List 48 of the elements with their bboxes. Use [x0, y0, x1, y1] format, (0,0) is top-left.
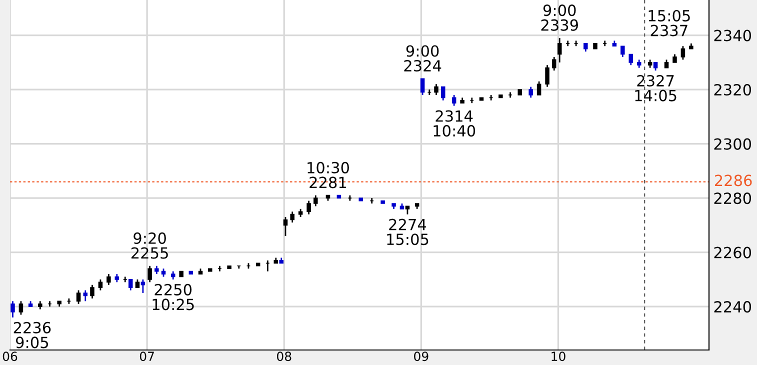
- candlestick: [283, 216, 288, 237]
- candlestick: [90, 284, 94, 300]
- candlestick: [420, 78, 425, 96]
- annotation: 2236 9:05: [14, 322, 51, 348]
- annotation: 2314 10:40: [434, 110, 476, 137]
- x-tick-label: 06: [2, 352, 18, 362]
- x-tick-label: 07: [140, 352, 154, 362]
- candlestick: [440, 86, 446, 102]
- annotation: 10:30 2281: [308, 162, 349, 188]
- candlestick: [306, 200, 311, 216]
- x-tick-label: 08: [276, 352, 292, 362]
- candlestick: [98, 278, 103, 292]
- ref-line-label: 2286: [714, 174, 752, 186]
- candlestick: [148, 265, 152, 283]
- annotation: 9:00 2324: [404, 45, 442, 72]
- candlestick: [680, 45, 686, 60]
- annotation: 9:00 2339: [541, 4, 578, 31]
- candlestick: [528, 86, 533, 98]
- candlestick: [290, 210, 294, 224]
- candlestick: [314, 194, 318, 207]
- candlestick: [106, 273, 111, 286]
- candlestick: [76, 290, 81, 305]
- candlestick: [18, 300, 24, 316]
- y-tick-label: 2340: [714, 30, 752, 42]
- y-tick-label: 2300: [714, 138, 752, 150]
- candlestick: [536, 80, 542, 96]
- candlestick: [434, 83, 438, 96]
- x-tick-label: 10: [552, 352, 566, 362]
- candlestick: [83, 290, 88, 302]
- y-tick-label: 2320: [714, 84, 752, 96]
- candlestick: [452, 94, 456, 107]
- annotation: 2250 10:25: [152, 284, 194, 310]
- candlestick: [628, 54, 634, 66]
- candlestick: [552, 56, 556, 72]
- y-tick-label: 2240: [714, 301, 752, 313]
- candlestick: [128, 278, 133, 292]
- annotation: 2327 14:05: [635, 74, 676, 102]
- y-tick-label: 2280: [714, 192, 752, 204]
- candlestick: [140, 278, 146, 294]
- candlestick: [545, 64, 550, 88]
- candlestick: [10, 300, 15, 318]
- annotation: 2274 15:05: [387, 218, 428, 246]
- annotation: 15:05 2337: [648, 10, 690, 36]
- y-tick-label: 2260: [714, 246, 752, 258]
- x-tick-label: 09: [414, 352, 428, 362]
- candlestick: [620, 45, 625, 58]
- candlestick: [557, 37, 562, 64]
- annotation: 9:20 2255: [131, 232, 168, 259]
